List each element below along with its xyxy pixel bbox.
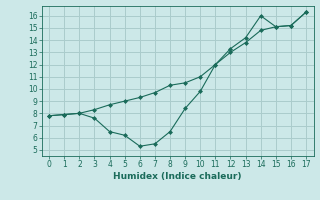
- X-axis label: Humidex (Indice chaleur): Humidex (Indice chaleur): [113, 172, 242, 181]
